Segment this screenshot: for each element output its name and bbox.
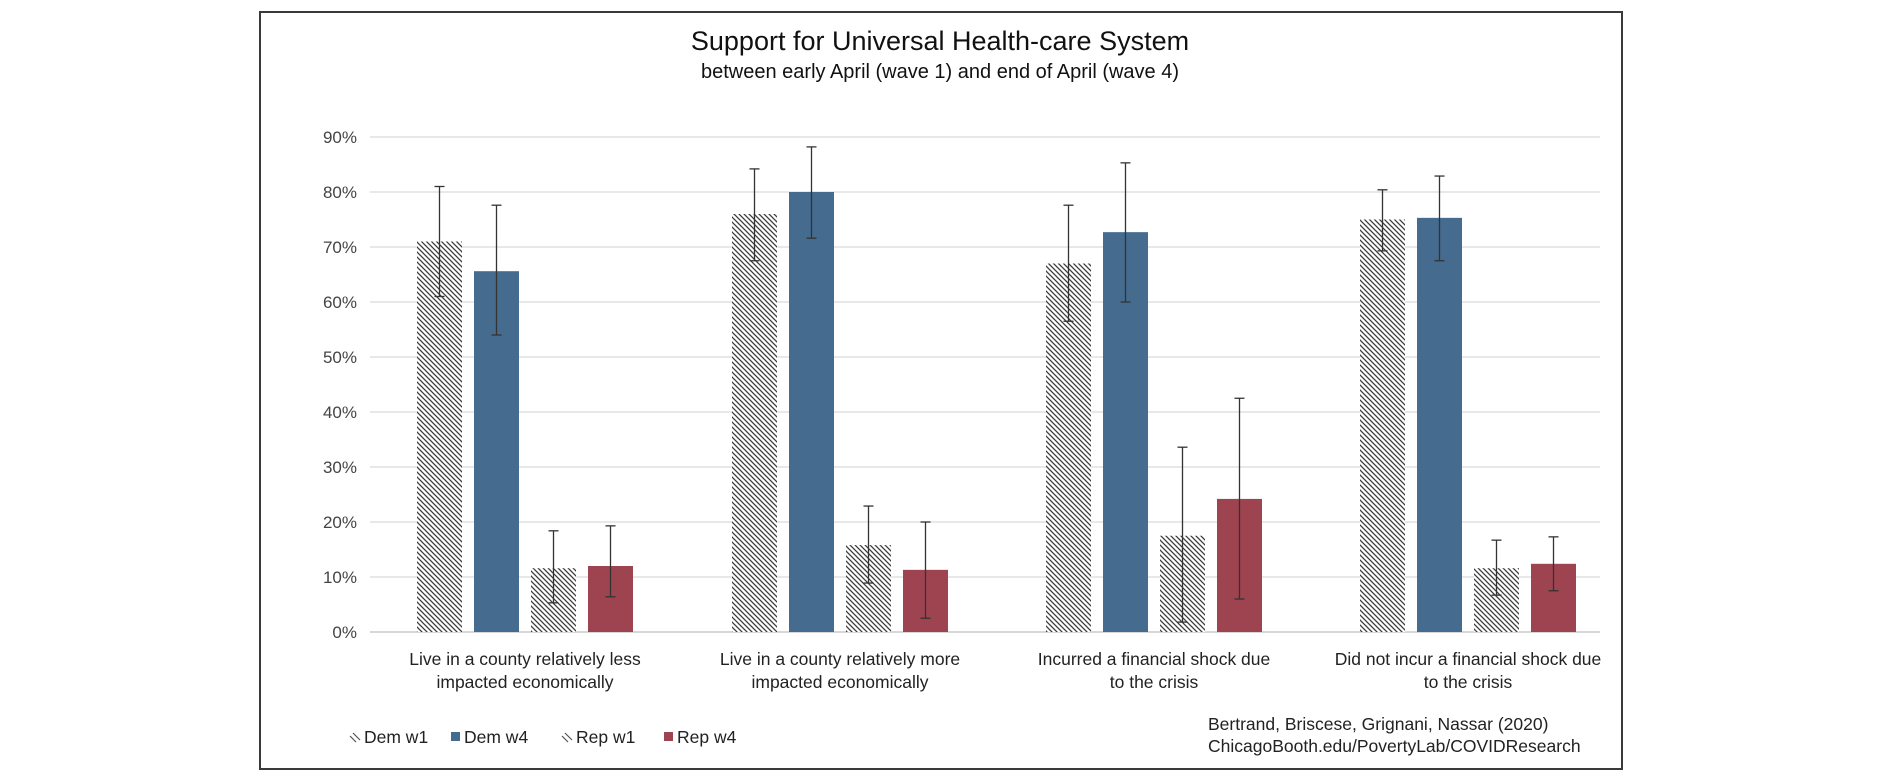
- color-swatch-icon: [664, 732, 673, 741]
- error-bars: [434, 146, 1559, 623]
- error-bar: [863, 505, 874, 584]
- bar-dem-w1: [1046, 263, 1091, 632]
- y-tick-label: 60%: [323, 293, 357, 312]
- credit: Bertrand, Briscese, Grignani, Nassar (20…: [1208, 714, 1581, 756]
- error-bar: [1548, 536, 1559, 592]
- legend-item-rep-w1: Rep w1: [561, 727, 635, 747]
- chart-subtitle: between early April (wave 1) and end of …: [701, 61, 1179, 83]
- y-tick-label: 90%: [323, 128, 357, 147]
- legend-label: Dem w1: [364, 727, 428, 747]
- error-bar: [1377, 189, 1388, 252]
- hatch-swatch-icon: [564, 732, 573, 741]
- y-tick-label: 70%: [323, 238, 357, 257]
- error-bar: [491, 204, 502, 336]
- error-bar: [1177, 446, 1188, 623]
- credit-line-2: ChicagoBooth.edu/PovertyLab/COVIDResearc…: [1208, 736, 1581, 756]
- bars: [417, 192, 1576, 632]
- error-bar: [1120, 162, 1131, 303]
- bar-dem-w1: [732, 214, 777, 632]
- legend-label: Dem w4: [464, 727, 528, 747]
- y-tick-label: 50%: [323, 348, 357, 367]
- y-tick-label: 40%: [323, 403, 357, 422]
- error-bar: [605, 525, 616, 598]
- gridlines: [370, 136, 1600, 633]
- color-swatch-icon: [451, 732, 460, 741]
- category-label: to the crisis: [1110, 672, 1199, 692]
- error-bar: [548, 530, 559, 604]
- y-axis: 0% 10% 20% 30% 40% 50% 60% 70% 80% 90%: [323, 128, 357, 642]
- error-bar: [920, 521, 931, 619]
- error-bar: [1234, 397, 1245, 600]
- bar-dem-w4: [789, 192, 834, 632]
- category-label: impacted economically: [751, 672, 928, 692]
- legend: Dem w1 Dem w4 Rep w1 Rep w4: [349, 727, 737, 747]
- error-bar: [1063, 204, 1074, 322]
- error-bar: [806, 146, 817, 239]
- y-tick-label: 20%: [323, 513, 357, 532]
- legend-item-dem-w1: Dem w1: [349, 727, 428, 747]
- y-tick-label: 0%: [332, 623, 357, 642]
- category-label: Did not incur a financial shock due: [1335, 649, 1602, 669]
- bar-dem-w1: [1360, 219, 1405, 632]
- legend-label: Rep w4: [677, 727, 737, 747]
- hatch-swatch-icon: [349, 735, 357, 743]
- y-tick-label: 80%: [323, 183, 357, 202]
- category-label: impacted economically: [436, 672, 613, 692]
- y-tick-label: 10%: [323, 568, 357, 587]
- category-label: Incurred a financial shock due: [1038, 649, 1271, 669]
- legend-label: Rep w1: [576, 727, 635, 747]
- error-bar: [1434, 175, 1445, 262]
- category-label: Live in a county relatively more: [720, 649, 960, 669]
- chart-title: Support for Universal Health-care System: [691, 26, 1189, 56]
- x-axis-labels: Live in a county relatively less impacted…: [409, 649, 1601, 692]
- bar-dem-w4: [1417, 217, 1462, 632]
- credit-line-1: Bertrand, Briscese, Grignani, Nassar (20…: [1208, 714, 1548, 734]
- y-tick-label: 30%: [323, 458, 357, 477]
- hatch-swatch-icon: [352, 732, 361, 741]
- category-label: to the crisis: [1424, 672, 1513, 692]
- error-bar: [434, 185, 445, 298]
- bar-dem-w1: [417, 241, 462, 632]
- error-bar: [1491, 539, 1502, 596]
- error-bar: [749, 168, 760, 262]
- legend-item-rep-w4: Rep w4: [664, 727, 737, 747]
- hatch-swatch-icon: [561, 735, 569, 743]
- legend-item-dem-w4: Dem w4: [451, 727, 528, 747]
- category-label: Live in a county relatively less: [409, 649, 641, 669]
